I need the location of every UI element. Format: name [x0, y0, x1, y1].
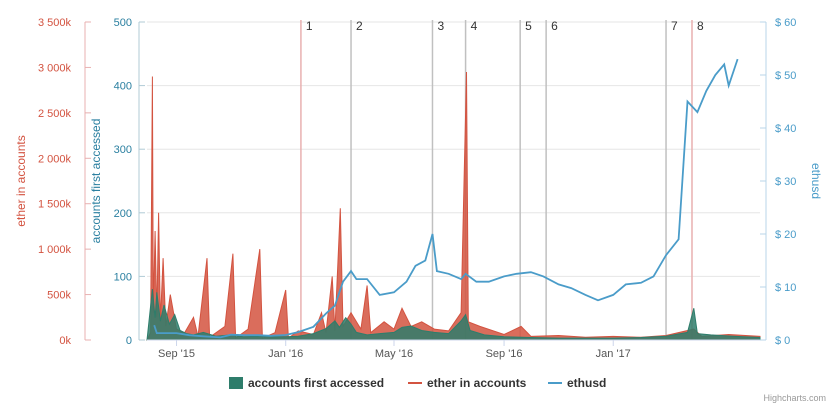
y-tick-label-ether: 0k — [59, 335, 71, 347]
y-tick-label-ether: 2 500k — [38, 108, 72, 120]
y-axis-title-ethusd: ethusd — [809, 163, 823, 199]
y-tick-label-ether: 2 000k — [38, 153, 72, 165]
x-tick-label: Jan '17 — [596, 348, 631, 360]
x-tick-label: Sep '16 — [486, 348, 523, 360]
series-line — [153, 58, 739, 339]
grid-lines — [147, 21, 760, 341]
y-tick-label-accounts: 100 — [114, 271, 132, 283]
annotation-label: 1 — [306, 19, 313, 33]
y-tick-label-ethusd: $ 60 — [775, 17, 796, 29]
y-tick-label-ether: 500k — [47, 290, 71, 302]
y-tick-label-accounts: 500 — [114, 17, 132, 29]
y-tick-label-ether: 3 500k — [38, 17, 72, 29]
y-tick-label-ethusd: $ 40 — [775, 123, 796, 135]
legend[interactable]: accounts first accessed ether in accounts… — [229, 376, 606, 390]
legend-label[interactable]: ether in accounts — [427, 376, 527, 390]
y-tick-label-accounts: 200 — [114, 208, 132, 220]
y-tick-label-ether: 3 000k — [38, 62, 72, 74]
series-area — [146, 71, 761, 341]
y-tick-label-ethusd: $ 10 — [775, 282, 796, 294]
y-tick-label-ethusd: $ 0 — [775, 335, 790, 347]
x-tick-label: Sep '15 — [158, 348, 195, 360]
annotation-label: 3 — [437, 19, 444, 33]
credits-link[interactable]: Highcharts.com — [763, 393, 826, 403]
y-tick-label-ethusd: $ 50 — [775, 70, 796, 82]
series-area — [146, 289, 761, 341]
legend-item[interactable]: ether in accounts — [408, 376, 527, 390]
y-tick-label-ethusd: $ 20 — [775, 229, 796, 241]
annotation-label: 5 — [525, 19, 532, 33]
y-tick-label-ether: 1 500k — [38, 199, 72, 211]
y-tick-label-accounts: 400 — [114, 81, 132, 93]
annotation-label: 7 — [671, 19, 678, 33]
y-axis-title-accounts: accounts first accessed — [89, 119, 103, 244]
annotation-label: 2 — [356, 19, 363, 33]
annotation-label: 4 — [471, 19, 478, 33]
legend-label[interactable]: accounts first accessed — [248, 376, 384, 390]
legend-label[interactable]: ethusd — [567, 376, 606, 390]
annotation-label: 6 — [551, 19, 558, 33]
legend-item[interactable]: ethusd — [548, 376, 606, 390]
axes: Sep '15 Jan '16 May '16 Sep '16 Jan '17 0k 500… — [14, 17, 823, 360]
annotation-label: 8 — [697, 19, 704, 33]
x-tick-label: May '16 — [375, 348, 413, 360]
y-axis-title-ether: ether in accounts — [14, 135, 28, 226]
y-tick-label-accounts: 300 — [114, 144, 132, 156]
y-tick-label-ethusd: $ 30 — [775, 176, 796, 188]
y-tick-label-ether: 1 000k — [38, 244, 72, 256]
series-layer — [146, 58, 761, 341]
legend-item[interactable]: accounts first accessed — [229, 376, 384, 390]
annotation-lines: 1 2 3 4 5 6 7 8 — [300, 19, 704, 340]
x-tick-label: Jan '16 — [268, 348, 303, 360]
y-tick-label-accounts: 0 — [126, 335, 132, 347]
legend-symbol — [229, 377, 243, 389]
